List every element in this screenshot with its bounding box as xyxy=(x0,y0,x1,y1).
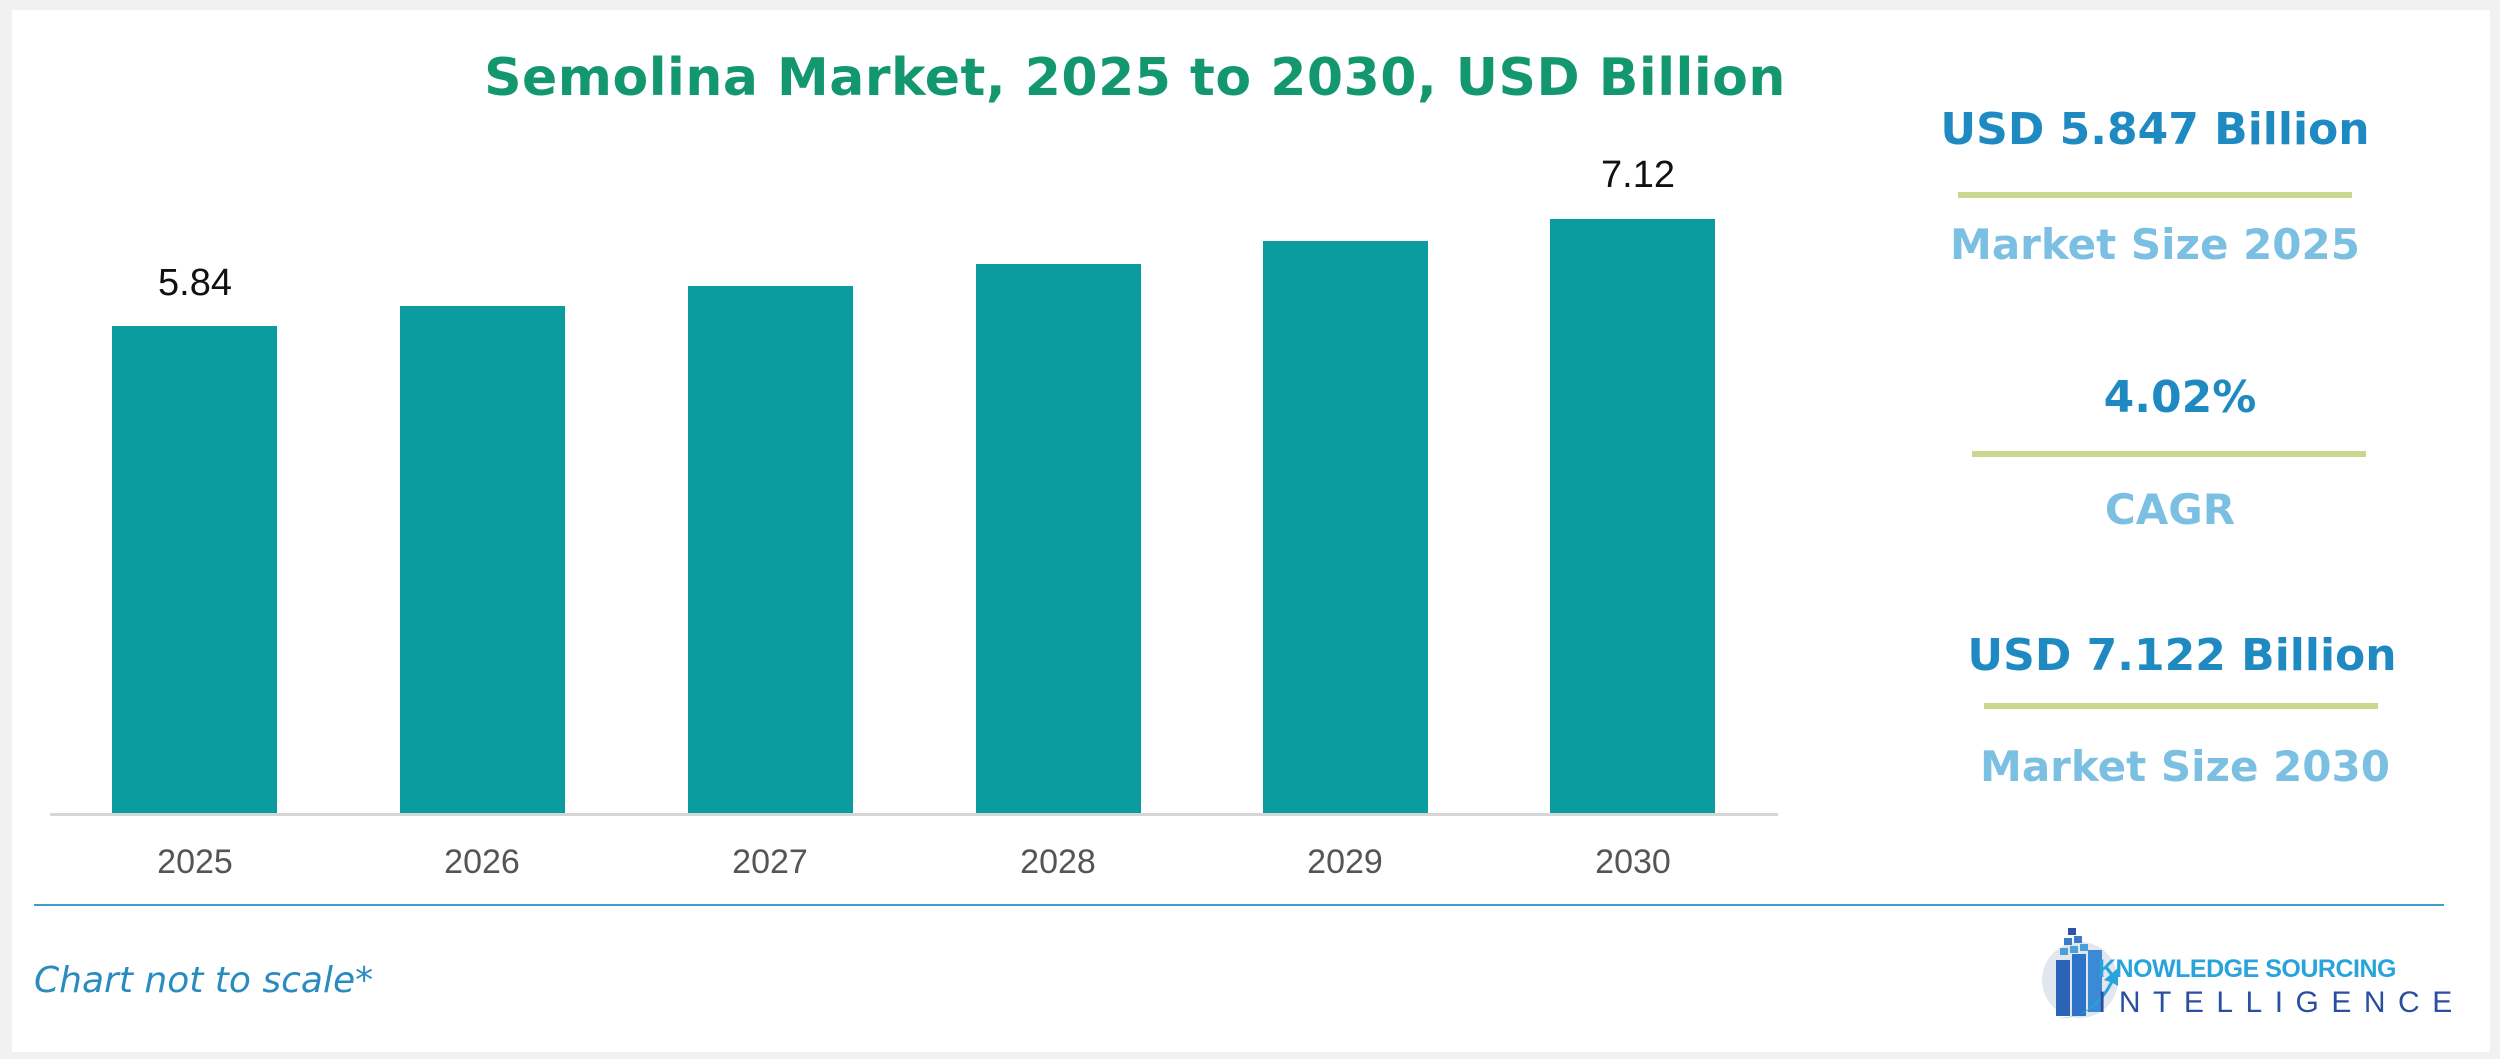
kpi-divider xyxy=(1972,451,2366,457)
logo-text-line1: KNOWLEDGE SOURCING xyxy=(2098,955,2396,983)
footer-divider xyxy=(34,904,2444,906)
kpi-market-size-2030-label: Market Size 2030 xyxy=(1980,742,2390,791)
bar-2028 xyxy=(976,264,1141,815)
kpi-cagr-value: 4.02% xyxy=(2103,372,2257,423)
kpi-divider xyxy=(1958,192,2352,198)
bar-value-label-2030: 7.12 xyxy=(1601,154,1675,196)
knowledge-sourcing-logo-icon xyxy=(2042,928,2118,1019)
x-tick-2026: 2026 xyxy=(444,843,520,881)
bar-2026 xyxy=(400,306,565,815)
x-axis-line xyxy=(50,813,1778,816)
kpi-divider xyxy=(1984,703,2378,709)
x-tick-2029: 2029 xyxy=(1307,843,1383,881)
chart-title: Semolina Market, 2025 to 2030, USD Billi… xyxy=(484,48,1786,108)
logo-text-line2: INTELLIGENCE xyxy=(2098,986,2465,1019)
kpi-market-size-2025-value: USD 5.847 Billion xyxy=(1940,104,2370,155)
x-tick-2028: 2028 xyxy=(1020,843,1096,881)
bar-2027 xyxy=(688,286,853,815)
kpi-cagr-label: CAGR xyxy=(2104,485,2236,534)
kpi-market-size-2030-value: USD 7.122 Billion xyxy=(1967,630,2397,681)
chart-not-to-scale-note: Chart not to scale* xyxy=(34,960,374,1001)
x-tick-2027: 2027 xyxy=(732,843,808,881)
bar-2030 xyxy=(1550,219,1715,815)
x-tick-2030: 2030 xyxy=(1595,843,1671,881)
bar-2025 xyxy=(112,326,277,815)
bar-2029 xyxy=(1263,241,1428,815)
kpi-market-size-2025-label: Market Size 2025 xyxy=(1950,220,2360,269)
x-tick-2025: 2025 xyxy=(157,843,233,881)
bar-value-label-2025: 5.84 xyxy=(158,262,232,304)
bar-chart: 5.84 7.12 2025 2026 2027 2028 2029 2030 xyxy=(50,154,1778,881)
